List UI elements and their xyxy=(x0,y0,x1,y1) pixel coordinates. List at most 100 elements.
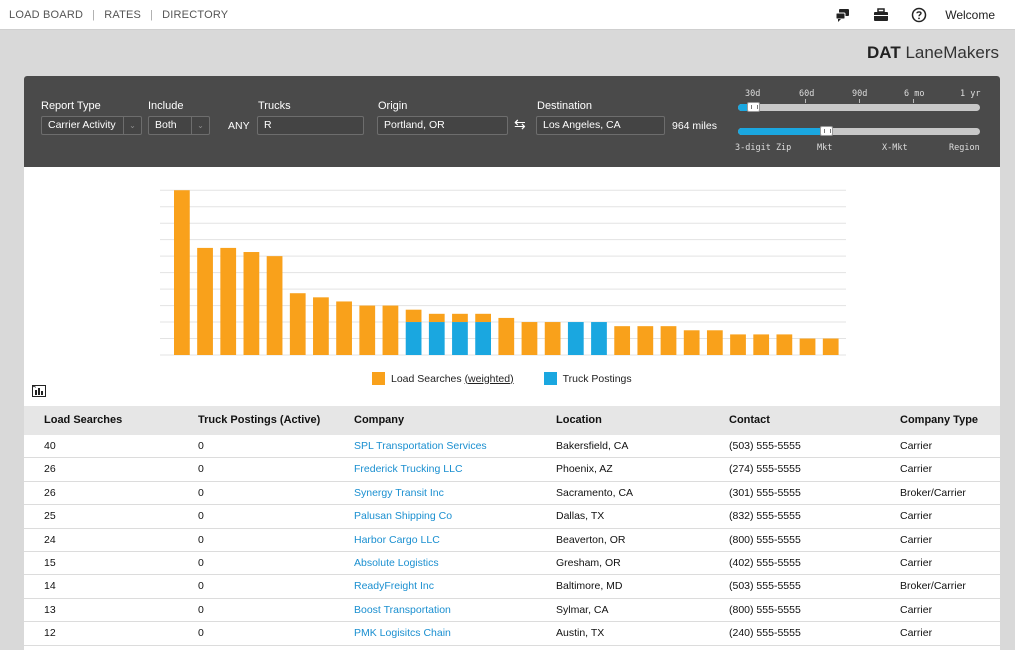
nav-rates[interactable]: RATES xyxy=(104,9,142,21)
col-company[interactable]: Company xyxy=(354,414,405,426)
company-link[interactable]: Absolute Logistics xyxy=(354,556,439,569)
cell-contact: (832) 555-5555 xyxy=(729,510,801,523)
col-truck-postings[interactable]: Truck Postings (Active) xyxy=(198,414,321,426)
company-link[interactable]: ReadyFreight Inc xyxy=(354,580,434,593)
bar-truck-postings[interactable] xyxy=(452,322,468,355)
briefcase-icon[interactable] xyxy=(873,7,889,23)
table-row[interactable]: 13 0 Boost Transportation Sylmar, CA (800) 5… xyxy=(24,599,1000,623)
bar-load-searches[interactable] xyxy=(498,317,515,355)
legend-swatch-blue xyxy=(543,372,557,385)
chart-collapse-toggle[interactable]: ˆ xyxy=(32,385,46,397)
bar-load-searches[interactable] xyxy=(266,256,283,355)
bar-load-searches[interactable] xyxy=(730,334,746,355)
cell-contact: (800) 555-5555 xyxy=(729,533,801,546)
bar-load-searches[interactable] xyxy=(174,190,190,355)
bar-load-searches[interactable] xyxy=(544,322,561,355)
cell-company-type: Broker/Carrier xyxy=(900,580,966,593)
area-label-xmkt: X-Mkt xyxy=(882,143,908,153)
bar-load-searches[interactable] xyxy=(452,313,468,323)
bar-load-searches[interactable] xyxy=(336,301,352,355)
bar-load-searches[interactable] xyxy=(359,305,376,355)
bar-chart-svg xyxy=(160,189,846,356)
company-link[interactable]: Frederick Trucking LLC xyxy=(354,463,463,476)
company-link[interactable]: SPL Transportation Services xyxy=(354,440,487,452)
time-slider-handle[interactable] xyxy=(747,102,760,112)
bar-load-searches[interactable] xyxy=(683,330,700,355)
table-row[interactable]: 15 0 Absolute Logistics Gresham, OR (402) 55… xyxy=(24,552,1000,576)
bar-load-searches[interactable] xyxy=(614,326,631,355)
bar-load-searches[interactable] xyxy=(521,322,538,355)
nav-load-board[interactable]: LOAD BOARD xyxy=(9,9,84,21)
table-row[interactable]: 24 0 Harbor Cargo LLC Beaverton, OR (800) 55… xyxy=(24,529,1000,552)
table-row[interactable]: 25 0 Palusan Shipping Co Dallas, TX (832) 55… xyxy=(24,505,1000,529)
cell-company-type: Carrier xyxy=(900,533,933,546)
cell-load-searches: 14 xyxy=(44,580,56,593)
col-location[interactable]: Location xyxy=(556,414,602,426)
bar-load-searches[interactable] xyxy=(637,326,654,355)
table-row[interactable]: 26 0 Synergy Transit Inc Sacramento, CA (301… xyxy=(24,482,1000,506)
table-row[interactable]: 12 0 PMK Logisitcs Chain Austin, TX (240) 55… xyxy=(24,622,1000,646)
bar-load-searches[interactable] xyxy=(243,252,260,355)
cell-truck-postings: 0 xyxy=(198,603,204,616)
cell-location: Phoenix, AZ xyxy=(556,463,613,476)
area-slider-track[interactable] xyxy=(738,128,980,135)
company-link[interactable]: PMK Logisitcs Chain xyxy=(354,627,451,640)
destination-input[interactable]: Los Angeles, CA xyxy=(536,116,665,135)
report-type-label: Report Type xyxy=(41,100,101,112)
include-select[interactable]: Both ⌄ xyxy=(148,116,210,135)
col-contact[interactable]: Contact xyxy=(729,414,770,426)
bar-load-searches[interactable] xyxy=(753,334,770,355)
bar-truck-postings[interactable] xyxy=(567,322,584,355)
bar-load-searches[interactable] xyxy=(220,247,237,355)
bar-load-searches[interactable] xyxy=(706,330,723,355)
help-icon[interactable] xyxy=(911,7,927,23)
bar-truck-postings[interactable] xyxy=(591,322,607,355)
welcome-link[interactable]: Welcome xyxy=(945,8,995,22)
cell-company-type: Carrier xyxy=(900,627,933,640)
bar-load-searches[interactable] xyxy=(197,247,213,355)
cell-location: Austin, TX xyxy=(556,627,605,640)
table-row[interactable]: 14 0 ReadyFreight Inc Baltimore, MD (503) 55… xyxy=(24,575,1000,599)
bar-truck-postings[interactable] xyxy=(475,322,491,355)
bar-load-searches[interactable] xyxy=(313,297,329,355)
report-type-select[interactable]: Carrier Activity ⌄ xyxy=(41,116,142,135)
cell-load-searches: 26 xyxy=(44,463,56,476)
bar-truck-postings[interactable] xyxy=(428,322,445,355)
col-company-type[interactable]: Company Type xyxy=(900,414,979,426)
chat-icon[interactable] xyxy=(835,7,851,23)
bar-truck-postings[interactable] xyxy=(405,322,422,355)
swap-icon[interactable]: ⇆ xyxy=(514,116,526,132)
legend-truck-postings: Truck Postings xyxy=(543,372,632,385)
bar-load-searches[interactable] xyxy=(382,305,399,355)
time-label-1yr: 1 yr xyxy=(960,89,981,99)
company-link[interactable]: Boost Transportation xyxy=(354,603,451,616)
cell-load-searches: 25 xyxy=(44,510,56,523)
trucks-input[interactable]: R xyxy=(257,116,364,135)
area-slider-handle[interactable] xyxy=(820,126,833,136)
bar-load-searches[interactable] xyxy=(799,338,816,355)
company-link[interactable]: Synergy Transit Inc xyxy=(354,486,444,499)
time-label-90d: 90d xyxy=(852,89,868,99)
cell-location: Sylmar, CA xyxy=(556,603,609,616)
chevron-down-icon: ⌄ xyxy=(191,117,209,134)
col-load-searches[interactable]: Load Searches xyxy=(44,414,123,426)
time-slider-track[interactable] xyxy=(738,104,980,111)
table-row[interactable]: 40 0 SPL Transportation Services Bakersfiel… xyxy=(24,435,1000,459)
bar-load-searches[interactable] xyxy=(660,326,677,355)
cell-truck-postings: 0 xyxy=(198,486,204,499)
cell-contact: (402) 555-5555 xyxy=(729,556,801,569)
bar-load-searches[interactable] xyxy=(289,293,306,355)
bar-load-searches[interactable] xyxy=(776,334,793,355)
company-link[interactable]: Harbor Cargo LLC xyxy=(354,533,440,546)
company-link[interactable]: Palusan Shipping Co xyxy=(354,510,453,523)
area-label-region: Region xyxy=(949,143,980,153)
table-row[interactable]: 26 0 Frederick Trucking LLC Phoenix, AZ (274… xyxy=(24,458,1000,482)
bar-load-searches[interactable] xyxy=(475,313,491,323)
bar-load-searches[interactable] xyxy=(405,309,422,323)
bar-load-searches[interactable] xyxy=(822,338,839,355)
nav-directory[interactable]: DIRECTORY xyxy=(162,9,229,21)
bar-load-searches[interactable] xyxy=(428,313,445,323)
double-chevron-up-icon[interactable]: ˆ xyxy=(32,385,36,397)
trucks-label: Trucks xyxy=(258,100,291,112)
origin-input[interactable]: Portland, OR xyxy=(377,116,508,135)
